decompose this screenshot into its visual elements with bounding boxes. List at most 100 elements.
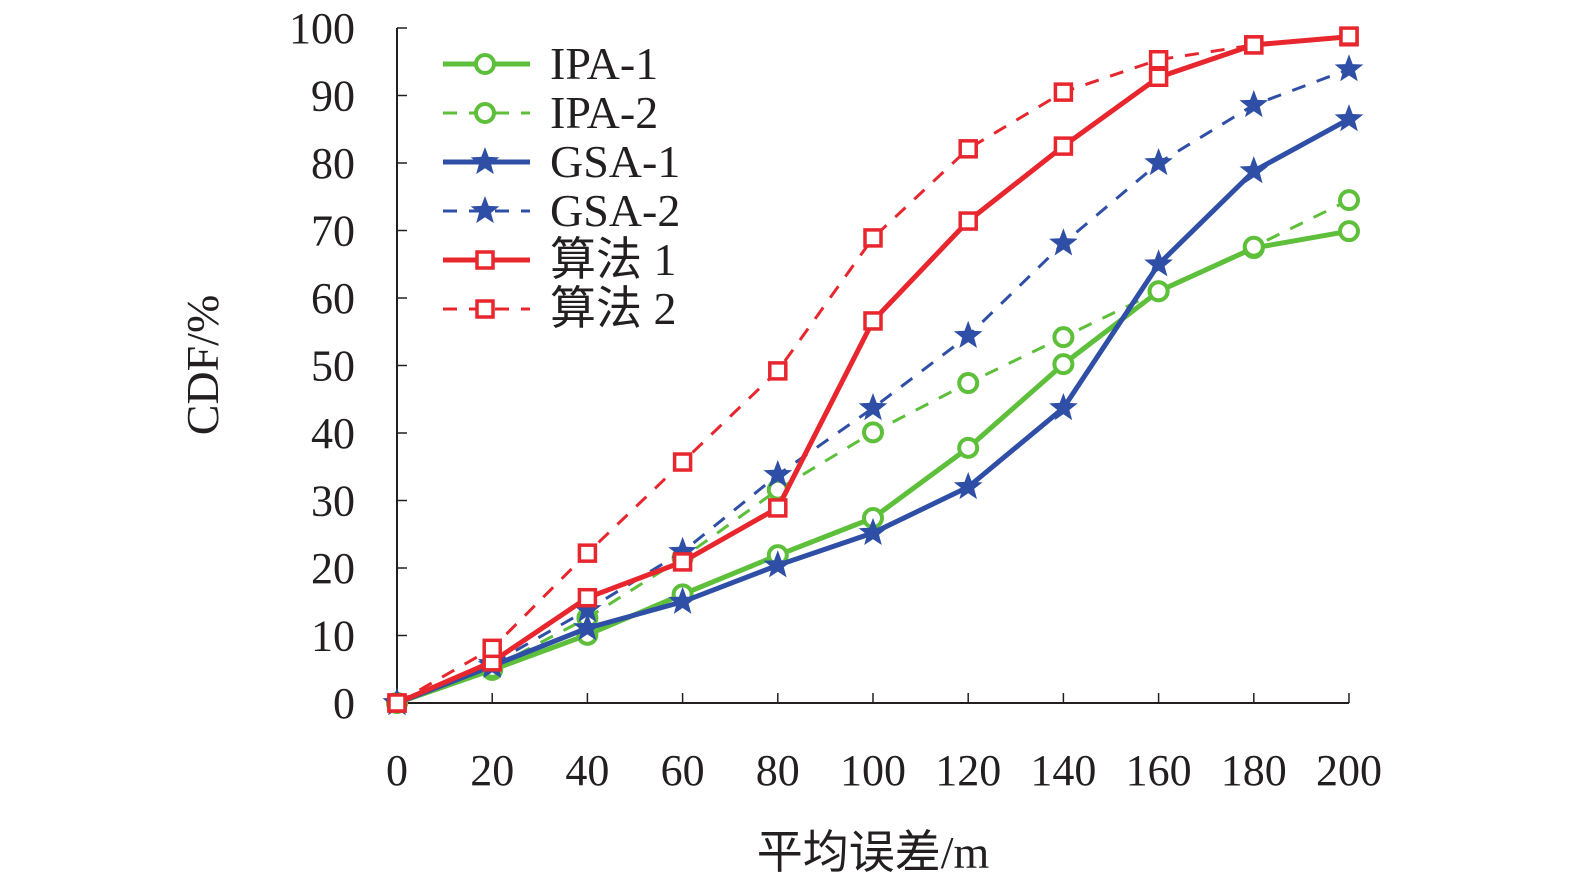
data-point-marker xyxy=(1144,249,1173,277)
data-point-marker xyxy=(862,421,884,444)
data-point-marker xyxy=(1049,393,1078,421)
legend-label: 算法 1 xyxy=(550,234,677,285)
data-point-marker xyxy=(858,517,888,545)
data-point-marker xyxy=(863,228,883,248)
x-tick-label: 200 xyxy=(1316,746,1382,795)
data-point-marker xyxy=(672,552,693,572)
series-gsa-2 xyxy=(382,54,1364,716)
x-tick-label: 80 xyxy=(756,746,800,795)
legend-label: 算法 2 xyxy=(550,283,677,334)
data-point-marker xyxy=(957,372,980,395)
x-tick-label: 180 xyxy=(1221,746,1287,795)
data-point-marker xyxy=(1334,54,1364,82)
data-point-marker xyxy=(768,361,788,381)
data-point-marker xyxy=(577,543,598,563)
data-point-marker xyxy=(573,613,602,641)
legend-marker xyxy=(470,196,500,224)
data-point-marker xyxy=(1148,49,1169,70)
data-point-marker xyxy=(1147,280,1170,303)
legend-marker xyxy=(474,102,496,124)
data-point-marker xyxy=(1144,148,1173,176)
axes: 0 10 20 30 40 50 60 70 80 90 100 0 20 40 60 80 100 120 14… xyxy=(289,4,1382,795)
data-point-marker xyxy=(863,311,883,331)
legend-marker xyxy=(475,250,495,270)
y-tick-label: 50 xyxy=(311,342,355,391)
data-point-marker xyxy=(958,139,978,159)
data-point-marker xyxy=(958,211,978,231)
data-point-marker xyxy=(1053,82,1074,102)
data-point-marker xyxy=(953,472,983,500)
y-tick-label: 40 xyxy=(311,409,355,458)
legend-label: IPA-2 xyxy=(550,87,658,138)
series-算法2 xyxy=(387,26,1359,713)
data-point-marker xyxy=(1148,67,1169,88)
data-point-marker xyxy=(1239,90,1269,118)
legend-item: 算法 2 xyxy=(443,283,677,334)
data-point-marker xyxy=(1338,189,1360,212)
x-tick-label: 40 xyxy=(565,746,609,795)
series-layer xyxy=(382,26,1364,716)
y-tick-label: 0 xyxy=(333,679,355,728)
data-point-marker xyxy=(768,498,788,518)
data-point-marker xyxy=(763,459,793,487)
y-tick-label: 10 xyxy=(311,612,355,661)
data-point-marker xyxy=(577,587,598,608)
data-point-marker xyxy=(763,550,793,578)
y-tick-label: 30 xyxy=(311,477,355,526)
data-point-marker xyxy=(1334,104,1364,132)
legend-item: IPA-1 xyxy=(443,38,658,89)
legend-marker xyxy=(470,147,500,175)
data-point-marker xyxy=(668,536,697,564)
x-tick-label: 120 xyxy=(935,746,1001,795)
legend-label: IPA-1 xyxy=(550,38,658,89)
y-tick-label: 70 xyxy=(311,207,355,256)
legend-item: 算法 1 xyxy=(443,234,677,285)
x-axis-title: 平均误差/m xyxy=(757,827,990,878)
data-point-marker xyxy=(672,452,693,472)
y-ticks: 0 10 20 30 40 50 60 70 80 90 100 xyxy=(289,4,407,728)
legend-item: GSA-1 xyxy=(443,136,680,187)
data-point-marker xyxy=(1052,326,1075,349)
y-tick-label: 100 xyxy=(289,4,355,53)
data-point-marker xyxy=(1244,35,1264,55)
x-tick-label: 60 xyxy=(661,746,705,795)
data-point-marker xyxy=(858,393,888,421)
series-line xyxy=(396,34,1350,705)
data-point-marker xyxy=(953,320,983,348)
data-point-marker xyxy=(957,436,980,459)
data-point-marker xyxy=(668,586,697,614)
x-tick-label: 140 xyxy=(1030,746,1096,795)
data-point-marker xyxy=(1338,220,1360,243)
legend-item: GSA-2 xyxy=(443,185,680,236)
legend-marker xyxy=(474,53,496,75)
data-point-marker xyxy=(1339,26,1359,46)
y-tick-label: 90 xyxy=(311,72,355,121)
y-axis-title: CDF/% xyxy=(177,295,228,436)
legend-label: GSA-1 xyxy=(550,136,680,187)
y-tick-label: 60 xyxy=(311,274,355,323)
data-point-marker xyxy=(387,693,407,713)
data-point-marker xyxy=(1053,136,1074,156)
legend-item: IPA-2 xyxy=(443,87,658,138)
x-ticks: 0 20 40 60 80 100 120 140 160 180 200 xyxy=(386,693,1382,795)
x-tick-label: 20 xyxy=(470,746,514,795)
series-ipa-1 xyxy=(386,220,1360,714)
y-tick-label: 80 xyxy=(311,139,355,188)
data-point-marker xyxy=(1049,228,1078,256)
x-tick-label: 160 xyxy=(1126,746,1192,795)
series-line xyxy=(396,34,1350,706)
legend-marker xyxy=(475,299,495,319)
data-point-marker xyxy=(1242,235,1265,258)
x-tick-label: 100 xyxy=(840,746,906,795)
series-line xyxy=(396,67,1350,705)
y-tick-label: 20 xyxy=(311,544,355,593)
x-tick-label: 0 xyxy=(386,746,408,795)
data-point-marker xyxy=(1052,353,1075,376)
series-算法1 xyxy=(387,27,1359,713)
data-point-marker xyxy=(1239,156,1269,184)
legend-label: GSA-2 xyxy=(550,185,680,236)
data-point-marker xyxy=(482,638,502,659)
data-point-marker xyxy=(573,594,602,622)
